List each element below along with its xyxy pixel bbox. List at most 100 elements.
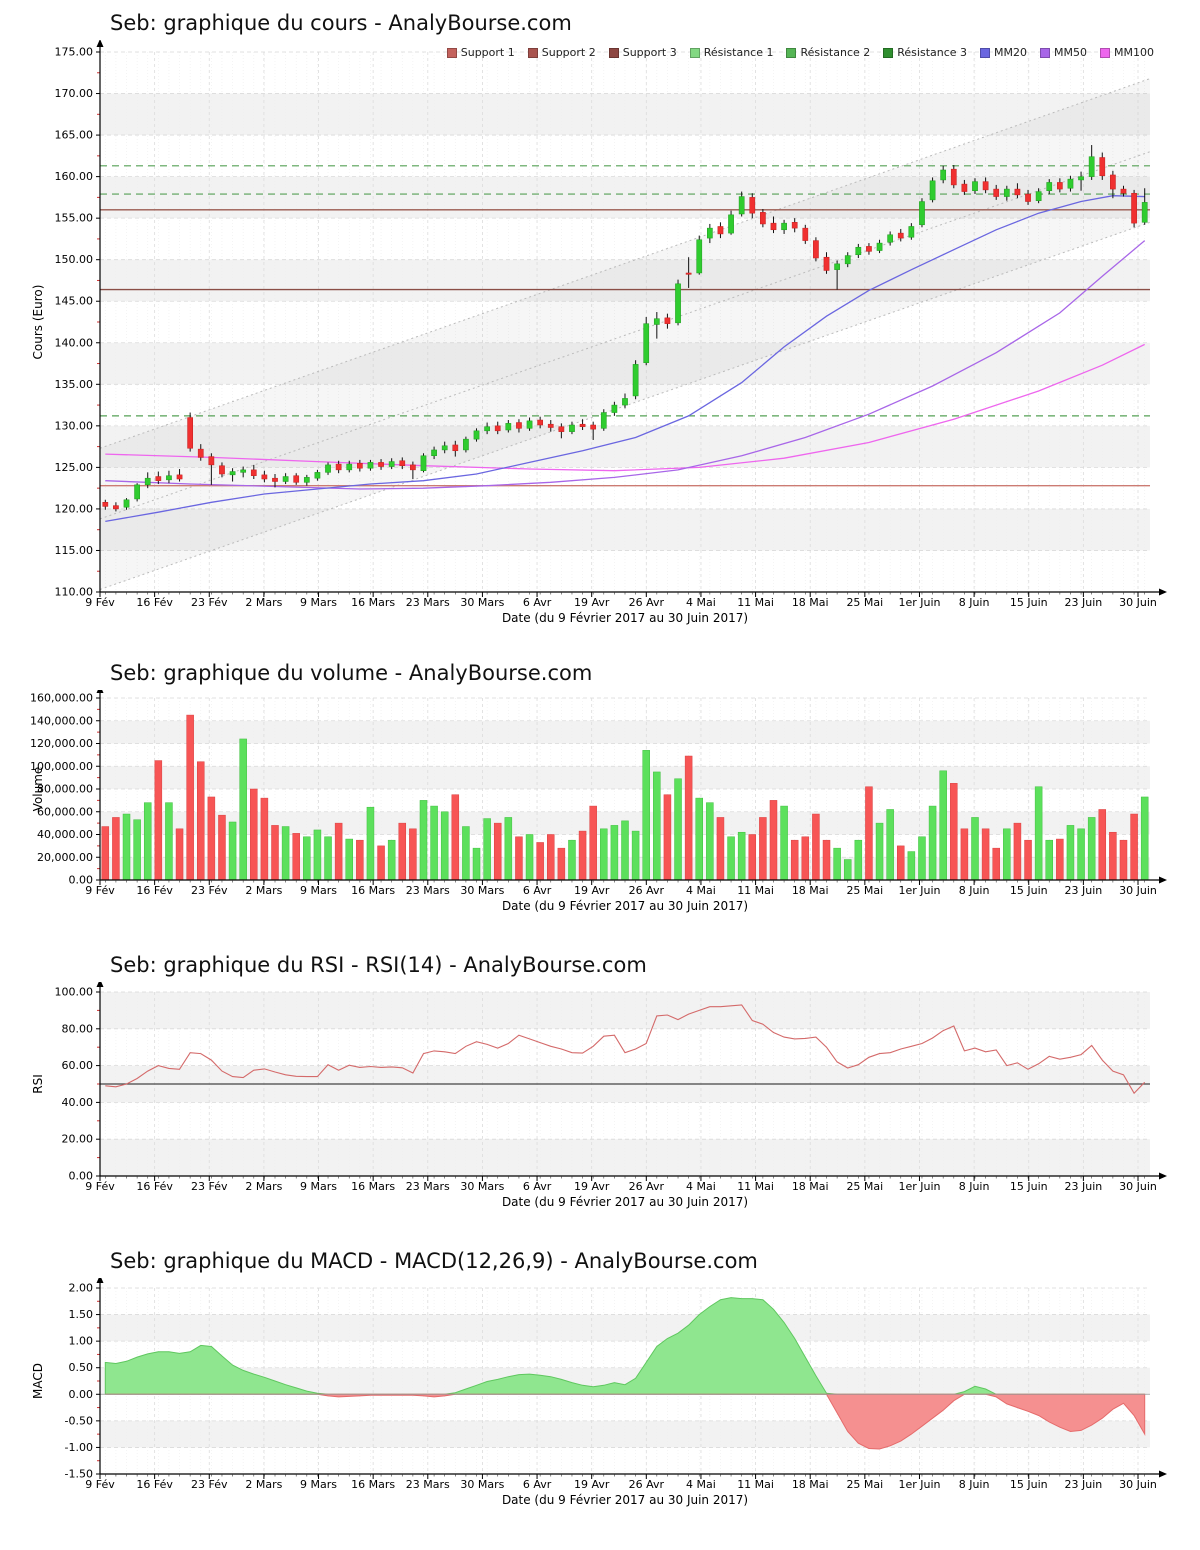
legend-swatch (980, 47, 991, 58)
svg-text:-1.50: -1.50 (65, 1468, 93, 1481)
volume-bar (865, 786, 873, 881)
candle (823, 256, 830, 271)
candle (1120, 188, 1127, 194)
legend-label: Support 2 (541, 46, 596, 59)
volume-bar (801, 836, 810, 881)
volume-bar (377, 845, 385, 881)
svg-text:15 Juin: 15 Juin (1010, 1478, 1048, 1491)
volume-bar (674, 778, 682, 881)
svg-text:30 Mars: 30 Mars (460, 596, 504, 609)
candle (706, 227, 713, 239)
svg-text:9 Mars: 9 Mars (300, 884, 337, 897)
candle (484, 426, 490, 432)
legend-item-mm100: MM100 (1100, 46, 1154, 59)
volume-bar (790, 839, 799, 881)
candle (1025, 193, 1031, 202)
candle (569, 424, 575, 432)
candle (558, 426, 565, 432)
candle (134, 484, 140, 500)
volume-bar (143, 802, 152, 881)
volume-bar (313, 829, 322, 881)
svg-text:18 Mai: 18 Mai (792, 884, 829, 897)
svg-text:23 Juin: 23 Juin (1064, 884, 1102, 897)
candle (653, 318, 660, 325)
legend-swatch (446, 47, 457, 58)
candle (993, 188, 1000, 197)
svg-text:23 Mars: 23 Mars (406, 1180, 450, 1193)
candle (950, 168, 957, 186)
volume-bar (950, 783, 958, 881)
volume-bar (493, 822, 502, 881)
legend-item-mm50: MM50 (1040, 46, 1087, 59)
volume-bar (1024, 839, 1032, 881)
volume-bar (515, 836, 523, 881)
volume-bar (568, 839, 576, 881)
legend-swatch (689, 47, 700, 58)
candle (590, 424, 597, 430)
volume-bar (663, 794, 672, 881)
volume-bar (525, 834, 534, 881)
candle (356, 462, 363, 469)
svg-text:23 Fév: 23 Fév (191, 884, 228, 897)
svg-text:60.00: 60.00 (62, 1059, 94, 1072)
svg-text:Date (du 9 Février 2017 au 30: Date (du 9 Février 2017 au 30 Juin 2017) (502, 899, 748, 913)
svg-text:25 Mai: 25 Mai (846, 884, 883, 897)
svg-text:Date (du 9 Février 2017 au 30: Date (du 9 Février 2017 au 30 Juin 2017) (502, 1195, 748, 1209)
volume-bar (727, 836, 735, 881)
rsi-chart-title: Seb: graphique du RSI - RSI(14) - AnalyB… (110, 953, 647, 977)
candle (1110, 174, 1116, 190)
svg-text:145.00: 145.00 (55, 295, 94, 308)
svg-text:26 Avr: 26 Avr (629, 1180, 665, 1193)
svg-text:2 Mars: 2 Mars (245, 884, 282, 897)
svg-text:23 Juin: 23 Juin (1064, 596, 1102, 609)
volume-bar (536, 842, 544, 881)
svg-text:Date (du 9 Février 2017 au 30: Date (du 9 Février 2017 au 30 Juin 2017) (502, 1493, 748, 1507)
svg-text:125.00: 125.00 (55, 461, 94, 474)
legend-item-support-1: Support 1 (446, 46, 515, 59)
svg-text:9 Mars: 9 Mars (300, 1478, 337, 1491)
svg-text:Volume: Volume (31, 767, 45, 812)
svg-text:40,000.00: 40,000.00 (37, 828, 93, 841)
svg-text:16 Fév: 16 Fév (136, 596, 173, 609)
svg-text:140,000.00: 140,000.00 (30, 714, 93, 727)
candle (760, 212, 766, 225)
svg-text:18 Mai: 18 Mai (792, 1180, 829, 1193)
candle (452, 444, 459, 452)
volume-bar (684, 755, 693, 881)
svg-text:11 Mai: 11 Mai (737, 1180, 774, 1193)
svg-text:1er Juin: 1er Juin (898, 596, 940, 609)
svg-text:165.00: 165.00 (55, 129, 94, 142)
svg-text:Date (du 9 Février 2017 au 30: Date (du 9 Février 2017 au 30 Juin 2017) (502, 611, 748, 625)
rsi-chart-section: Seb: graphique du RSI - RSI(14) - AnalyB… (0, 922, 1200, 1218)
volume-bar (175, 828, 184, 881)
price-chart-title: Seb: graphique du cours - AnalyBourse.co… (110, 11, 572, 35)
candle (102, 502, 109, 507)
svg-text:0.00: 0.00 (69, 874, 94, 887)
volume-bar (759, 817, 767, 881)
volume-bar (281, 826, 290, 881)
svg-text:23 Mars: 23 Mars (406, 1478, 450, 1491)
svg-text:26 Avr: 26 Avr (629, 1478, 665, 1491)
volume-bar (430, 805, 438, 881)
candle (441, 445, 448, 451)
candle (1046, 182, 1053, 191)
volume-bar (1109, 831, 1117, 881)
volume-bar (875, 822, 884, 881)
volume-bar (706, 802, 714, 881)
svg-text:9 Fév: 9 Fév (85, 1478, 115, 1491)
volume-bar (1140, 796, 1149, 881)
svg-text:20,000.00: 20,000.00 (37, 851, 93, 864)
legend-item-support-2: Support 2 (527, 46, 596, 59)
volume-bar (334, 822, 343, 881)
svg-text:25 Mai: 25 Mai (846, 1180, 883, 1193)
svg-text:135.00: 135.00 (55, 378, 94, 391)
candle (717, 226, 724, 235)
candle (632, 364, 639, 397)
volume-bar (748, 834, 757, 881)
svg-text:16 Mars: 16 Mars (351, 1180, 395, 1193)
svg-text:30 Mars: 30 Mars (460, 884, 504, 897)
macd-chart-section: Seb: graphique du MACD - MACD(12,26,9) -… (0, 1218, 1200, 1518)
svg-text:155.00: 155.00 (55, 212, 94, 225)
svg-text:26 Avr: 26 Avr (629, 596, 665, 609)
